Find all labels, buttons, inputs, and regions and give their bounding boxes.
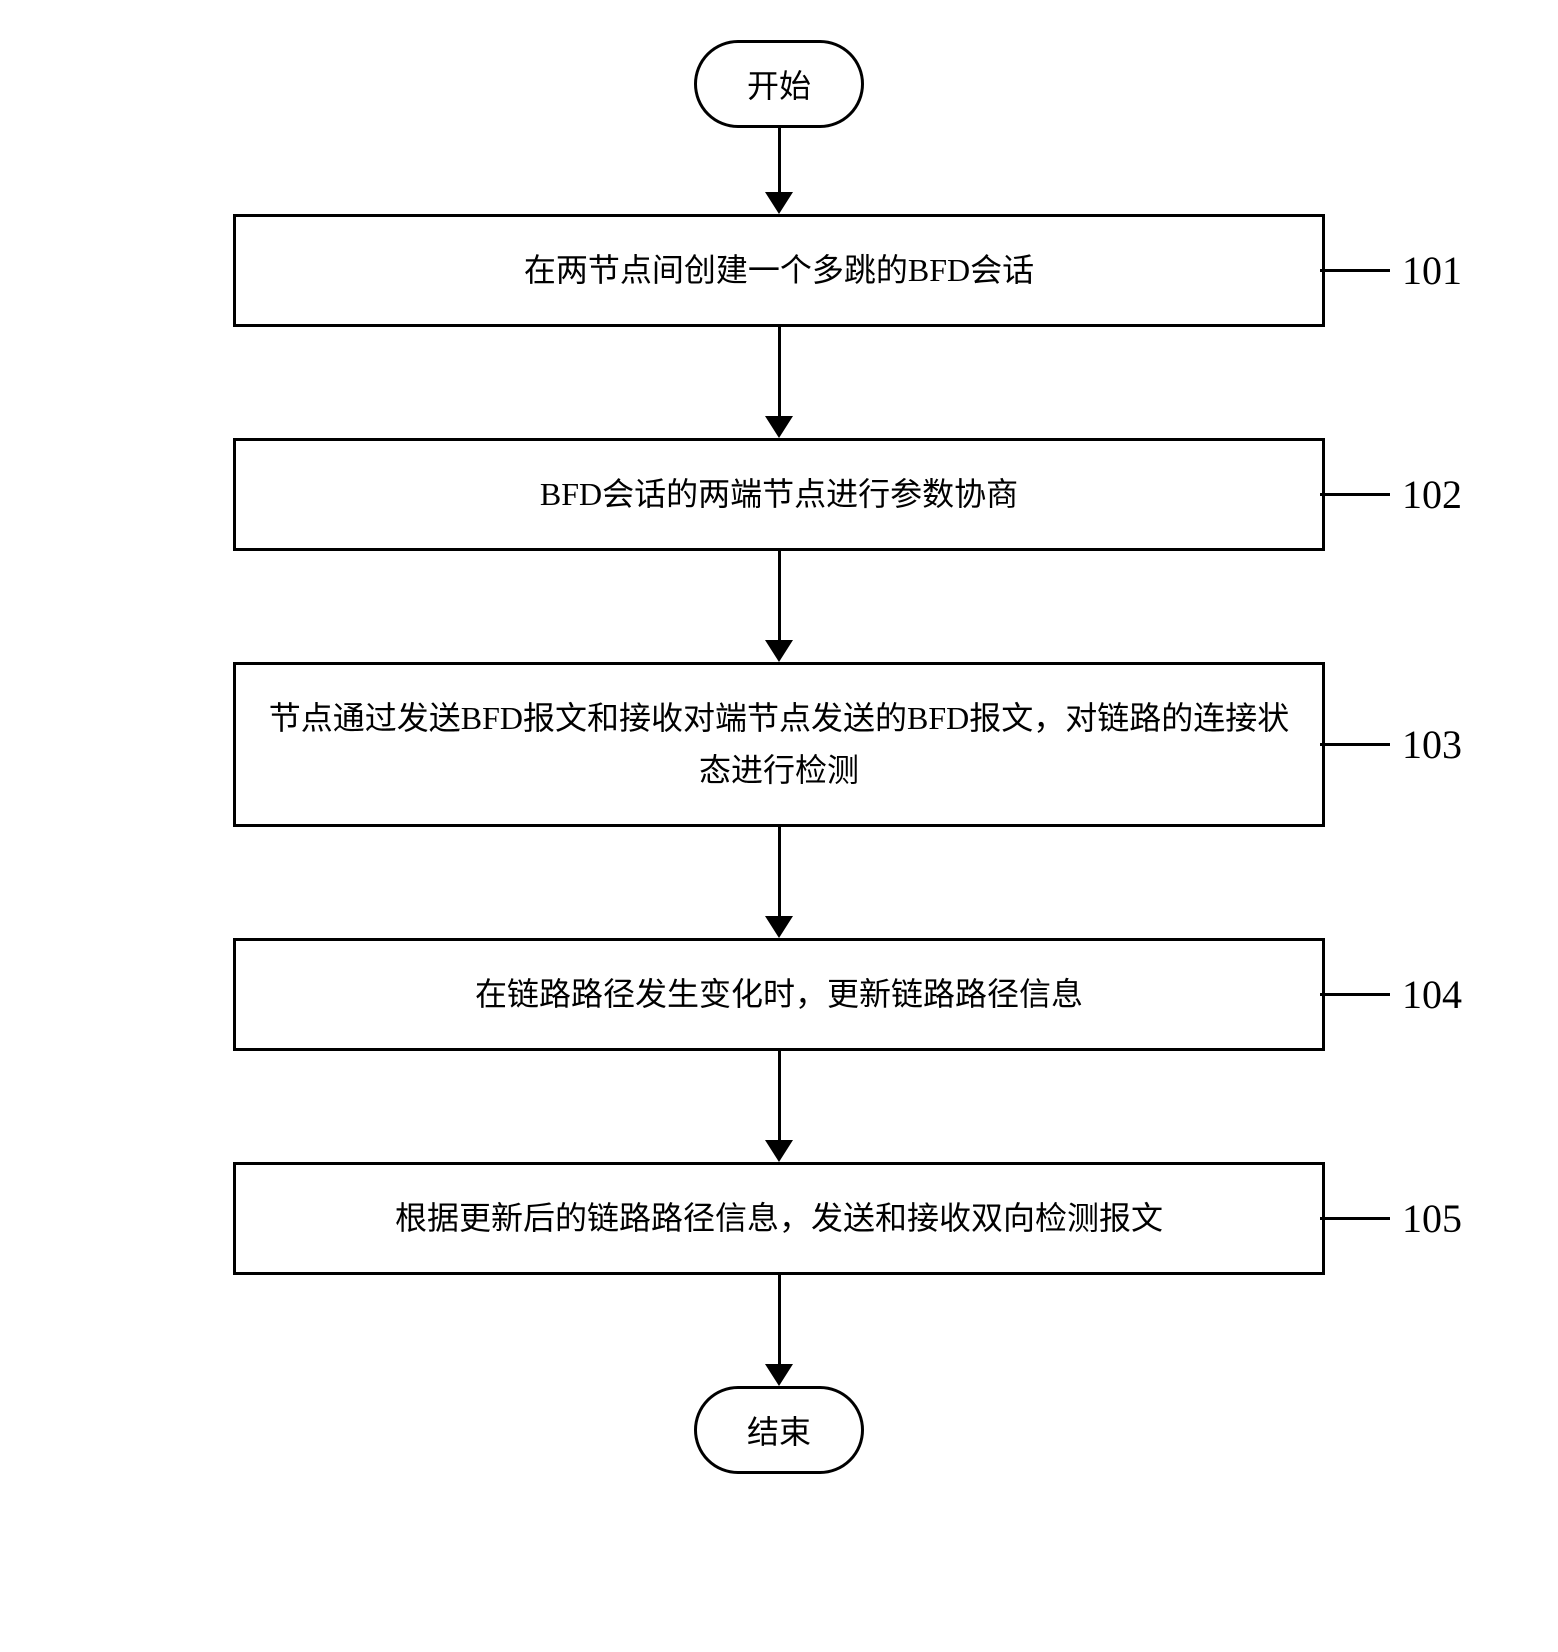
connector-line (1320, 743, 1390, 746)
arrow-head-icon (765, 192, 793, 214)
process-row: BFD会话的两端节点进行参数协商 102 (233, 438, 1325, 551)
arrow-head-icon (765, 416, 793, 438)
step-label: 103 (1402, 721, 1462, 768)
process-step-container: 在链路路径发生变化时，更新链路路径信息 104 (233, 938, 1325, 1051)
connector-line (1320, 493, 1390, 496)
process-step-container: BFD会话的两端节点进行参数协商 102 (233, 438, 1325, 551)
arrow-connector (765, 827, 793, 938)
label-connector: 103 (1320, 721, 1462, 768)
terminal-start: 开始 (694, 40, 864, 128)
arrow-shaft (778, 327, 781, 417)
process-text: BFD会话的两端节点进行参数协商 (540, 476, 1018, 512)
arrow-shaft (778, 1051, 781, 1141)
arrow-shaft (778, 1275, 781, 1365)
label-connector: 104 (1320, 971, 1462, 1018)
step-label: 102 (1402, 471, 1462, 518)
label-connector: 101 (1320, 247, 1462, 294)
step-label: 104 (1402, 971, 1462, 1018)
process-row: 节点通过发送BFD报文和接收对端节点发送的BFD报文，对链路的连接状态进行检测 … (233, 662, 1325, 826)
arrow-connector (765, 1275, 793, 1386)
process-text: 在两节点间创建一个多跳的BFD会话 (524, 252, 1034, 288)
arrow-connector (765, 128, 793, 214)
process-text: 在链路路径发生变化时，更新链路路径信息 (475, 976, 1083, 1012)
terminal-end: 结束 (694, 1386, 864, 1474)
arrow-connector (765, 551, 793, 662)
process-box-102: BFD会话的两端节点进行参数协商 (233, 438, 1325, 551)
process-box-104: 在链路路径发生变化时，更新链路路径信息 (233, 938, 1325, 1051)
arrow-connector (765, 327, 793, 438)
process-box-105: 根据更新后的链路路径信息，发送和接收双向检测报文 (233, 1162, 1325, 1275)
label-connector: 105 (1320, 1195, 1462, 1242)
arrow-connector (765, 1051, 793, 1162)
flowchart-container: 开始 在两节点间创建一个多跳的BFD会话 101 BFD会话的两端节点进行参数协… (79, 40, 1479, 1474)
connector-line (1320, 993, 1390, 996)
process-step-container: 节点通过发送BFD报文和接收对端节点发送的BFD报文，对链路的连接状态进行检测 … (233, 662, 1325, 826)
terminal-start-label: 开始 (747, 68, 811, 104)
arrow-head-icon (765, 640, 793, 662)
process-box-103: 节点通过发送BFD报文和接收对端节点发送的BFD报文，对链路的连接状态进行检测 (233, 662, 1325, 826)
arrow-shaft (778, 827, 781, 917)
arrow-head-icon (765, 916, 793, 938)
process-text: 根据更新后的链路路径信息，发送和接收双向检测报文 (395, 1200, 1163, 1236)
connector-line (1320, 1217, 1390, 1220)
step-label: 101 (1402, 247, 1462, 294)
step-label: 105 (1402, 1195, 1462, 1242)
process-row: 在两节点间创建一个多跳的BFD会话 101 (233, 214, 1325, 327)
process-box-101: 在两节点间创建一个多跳的BFD会话 (233, 214, 1325, 327)
process-text: 节点通过发送BFD报文和接收对端节点发送的BFD报文，对链路的连接状态进行检测 (269, 700, 1290, 787)
terminal-end-label: 结束 (747, 1414, 811, 1450)
process-row: 根据更新后的链路路径信息，发送和接收双向检测报文 105 (233, 1162, 1325, 1275)
connector-line (1320, 269, 1390, 272)
process-step-container: 在两节点间创建一个多跳的BFD会话 101 (233, 214, 1325, 327)
arrow-shaft (778, 128, 781, 193)
process-step-container: 根据更新后的链路路径信息，发送和接收双向检测报文 105 (233, 1162, 1325, 1275)
arrow-head-icon (765, 1140, 793, 1162)
arrow-shaft (778, 551, 781, 641)
process-row: 在链路路径发生变化时，更新链路路径信息 104 (233, 938, 1325, 1051)
arrow-head-icon (765, 1364, 793, 1386)
label-connector: 102 (1320, 471, 1462, 518)
